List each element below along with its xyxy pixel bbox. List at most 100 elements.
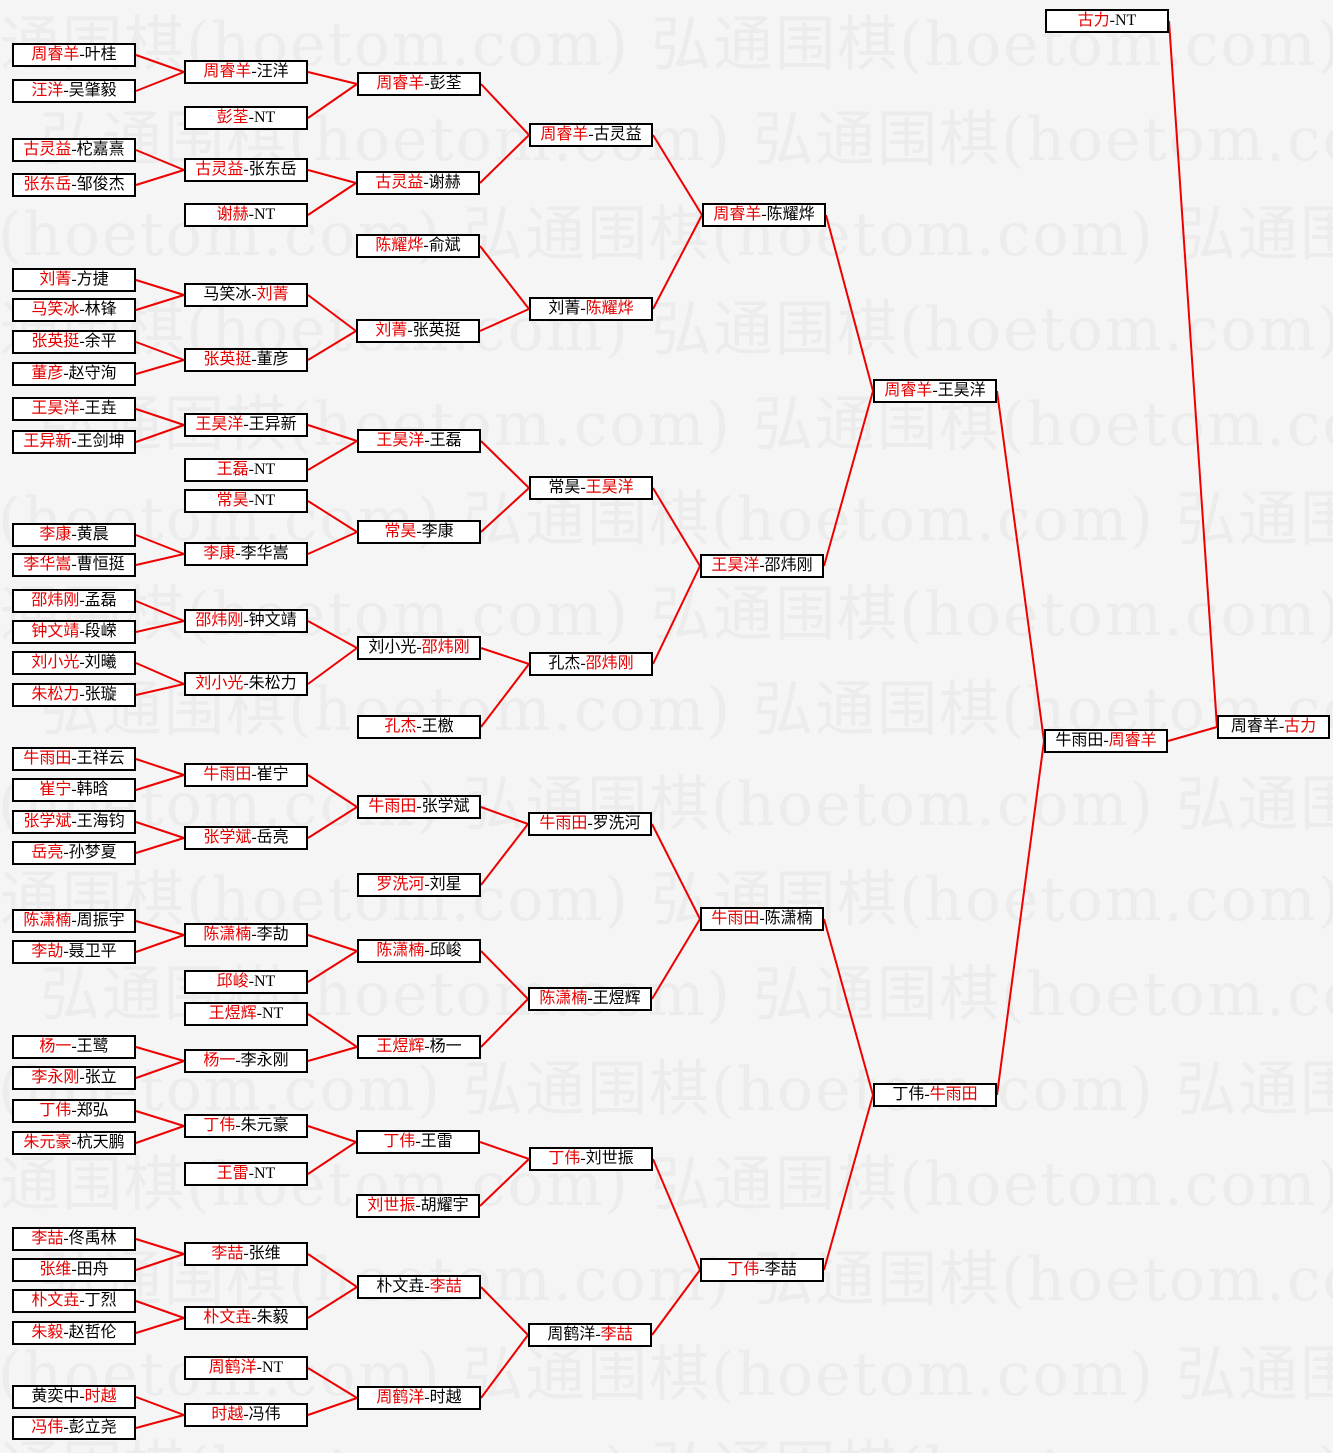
match-box-B17: 王煜辉 - NT [184,1002,308,1026]
name-separator: - [1109,12,1115,29]
winner-name: 邵炜刚 [195,612,244,629]
name-separator: - [243,1245,249,1262]
connector-B19-C13 [307,1125,357,1143]
connector-F1-G2 [996,390,1045,742]
name-separator: - [79,654,85,671]
match-box-B21: 李喆 - 张维 [184,1242,308,1266]
winner-name: 周睿羊 [1108,732,1157,749]
connector-A12-B10 [135,553,185,566]
winner-name: 朴文垚 [31,1292,80,1309]
connector-A7-B6 [135,341,185,361]
match-box-A19: 张学斌 - 王海钧 [12,810,136,834]
match-box-B12: 刘小光 - 朱松力 [184,672,308,696]
player-name: NT [254,206,276,223]
connector-C14-D7 [479,1158,530,1207]
player-name: 刘小光 [368,639,417,656]
match-box-B10: 李康 - 李华嵩 [184,542,308,566]
match-box-B5: 马笑冰 - 刘菁 [184,283,308,307]
connector-A11-B10 [135,534,185,555]
name-separator: - [71,1261,77,1278]
player-name: 李劼 [256,926,289,943]
winner-name: 邵炜刚 [31,592,80,609]
name-separator: - [251,286,257,303]
player-name: NT [262,1005,284,1022]
connector-C16-D8 [480,1334,529,1399]
match-box-D6: 陈潇楠 - 王煜辉 [528,987,652,1011]
name-separator: - [79,1292,85,1309]
connector-B18-C12 [307,1046,358,1062]
name-separator: - [63,943,69,960]
connector-A22-B15 [135,934,185,953]
name-separator: - [580,479,586,496]
winner-name: 张东岳 [23,176,72,193]
winner-name: 刘菁 [375,322,408,339]
name-separator: - [79,333,85,350]
player-name: 杨一 [429,1038,462,1055]
name-separator: - [416,718,422,735]
winner-name: 周睿羊 [713,206,762,223]
name-separator: - [79,686,85,703]
winner-name: 汪洋 [31,82,64,99]
name-separator: - [424,942,430,959]
name-separator: - [416,798,422,815]
player-name: 柁嘉熹 [76,141,125,158]
winner-name: 周鹤洋 [376,1389,425,1406]
winner-name: 牛雨田 [23,750,72,767]
connector-D6-E3 [651,918,701,1000]
name-separator: - [79,592,85,609]
winner-name: 时越 [84,1388,117,1405]
name-separator: - [71,750,77,767]
match-box-A30: 朱毅 - 赵哲伦 [12,1321,136,1345]
winner-name: 刘菁 [39,271,72,288]
connector-A31-B24 [135,1396,185,1416]
name-separator: - [248,492,254,509]
match-box-A8: 董彦 - 赵守洵 [12,362,136,386]
match-box-D3: 常昊 - 王昊洋 [529,476,653,500]
winner-name: 周睿羊 [884,382,933,399]
match-box-C5: 王昊洋 - 王磊 [357,429,481,453]
winner-name: 牛雨田 [929,1086,978,1103]
winner-name: 张学斌 [23,813,72,830]
match-box-C4: 刘菁 - 张英挺 [356,319,480,343]
connector-C7-D4 [480,647,530,665]
name-separator: - [79,46,85,63]
match-box-B4: 谢赫 - NT [184,203,308,227]
winner-name: 王磊 [216,461,249,478]
name-separator: - [71,433,77,450]
name-separator: - [63,1324,69,1341]
name-separator: - [424,1038,430,1055]
name-separator: - [587,990,593,1007]
connector-C3-D2 [479,245,530,310]
player-name: 郑弘 [76,1102,109,1119]
name-separator: - [71,1134,77,1151]
connector-B13-C9 [307,774,358,808]
name-separator: - [407,322,413,339]
winner-name: 牛雨田 [711,910,760,927]
player-name: 汪洋 [256,63,289,80]
player-name: 邹俊杰 [76,176,125,193]
winner-name: 孔杰 [384,718,417,735]
winner-name: 钟文靖 [31,623,80,640]
connector-B2-C1 [307,83,358,119]
winner-name: 朱松力 [31,686,80,703]
player-name: 段嵘 [84,623,117,640]
name-separator: - [251,351,257,368]
player-name: 孔杰 [548,655,581,672]
name-separator: - [79,1069,85,1086]
winner-name: 王煜辉 [376,1038,425,1055]
winner-name: 古灵益 [23,141,72,158]
winner-name: 陈潇楠 [203,926,252,943]
match-box-B20: 王雷 - NT [184,1162,308,1186]
match-box-F2: 丁伟 - 牛雨田 [873,1083,997,1107]
match-box-A4: 张东岳 - 邹俊杰 [12,173,136,197]
connector-D3-E2 [652,487,701,567]
match-box-C11: 陈潇楠 - 邱峻 [357,939,481,963]
name-separator: - [71,141,77,158]
winner-name: 杨一 [203,1052,236,1069]
connector-B24-C16 [307,1397,358,1416]
player-name: 王雷 [420,1133,453,1150]
match-box-A15: 刘小光 - 刘曦 [12,651,136,675]
winner-name: 刘世振 [367,1197,416,1214]
player-name: NT [1115,12,1137,29]
winner-name: 李华嵩 [23,556,72,573]
